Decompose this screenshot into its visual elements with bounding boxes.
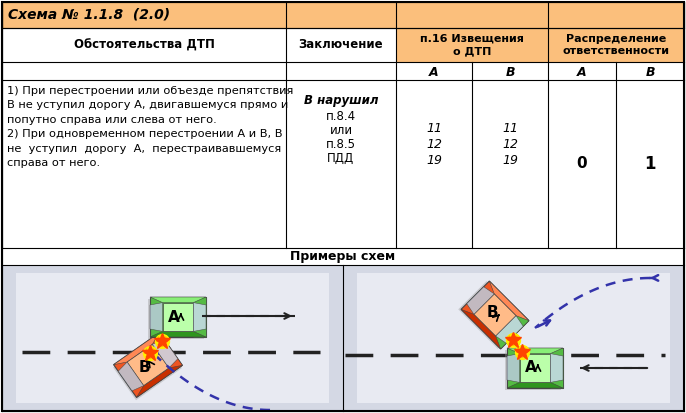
Polygon shape <box>550 348 563 388</box>
Text: В: В <box>506 66 514 78</box>
Text: 12: 12 <box>502 138 518 151</box>
Text: 11: 11 <box>502 122 518 135</box>
Polygon shape <box>150 303 163 331</box>
Polygon shape <box>150 331 206 337</box>
Polygon shape <box>492 312 529 349</box>
Polygon shape <box>127 344 169 386</box>
Text: п.16 Извещения
о ДТП: п.16 Извещения о ДТП <box>420 34 524 56</box>
Polygon shape <box>461 309 501 349</box>
Text: B: B <box>139 360 150 375</box>
Polygon shape <box>163 303 193 331</box>
Text: Схема № 1.1.8  (2.0): Схема № 1.1.8 (2.0) <box>8 8 170 22</box>
Text: 11: 11 <box>426 122 442 135</box>
Bar <box>2 265 343 411</box>
Text: Заключение: Заключение <box>298 38 383 52</box>
Polygon shape <box>507 348 563 388</box>
Text: А: А <box>577 66 587 78</box>
Text: В нарушил: В нарушил <box>304 94 378 107</box>
Text: 1: 1 <box>644 155 656 173</box>
Polygon shape <box>148 299 204 339</box>
Bar <box>396 28 548 62</box>
Polygon shape <box>496 316 523 343</box>
Polygon shape <box>114 332 159 365</box>
Polygon shape <box>461 281 529 349</box>
Polygon shape <box>474 294 516 336</box>
Polygon shape <box>193 303 206 331</box>
Bar <box>2 2 684 28</box>
Text: B: B <box>486 305 498 320</box>
Text: В: В <box>646 66 654 78</box>
Polygon shape <box>507 348 563 354</box>
Polygon shape <box>466 287 495 314</box>
Text: п.8.5: п.8.5 <box>326 138 356 151</box>
Bar <box>357 273 670 403</box>
Bar <box>2 28 684 62</box>
Bar <box>548 28 684 62</box>
Polygon shape <box>150 297 206 303</box>
Text: Распределение
ответственности: Распределение ответственности <box>563 34 670 56</box>
Text: или: или <box>329 124 353 137</box>
Polygon shape <box>113 335 182 400</box>
Polygon shape <box>507 354 519 382</box>
Text: A: A <box>168 309 180 325</box>
Text: п.8.4: п.8.4 <box>326 110 356 123</box>
Polygon shape <box>152 339 178 368</box>
Text: A: A <box>525 361 537 375</box>
Polygon shape <box>505 350 561 390</box>
Polygon shape <box>519 354 550 382</box>
Text: 19: 19 <box>502 154 518 167</box>
Text: А: А <box>429 66 439 78</box>
Polygon shape <box>118 362 143 391</box>
Text: 12: 12 <box>426 138 442 151</box>
Bar <box>343 265 684 411</box>
Text: Примеры схем: Примеры схем <box>290 250 396 263</box>
Text: ПДД: ПДД <box>327 152 355 165</box>
Text: 1) При перестроении или объезде препятствия
В не уступил дорогу А, двигавшемуся : 1) При перестроении или объезде препятст… <box>7 86 294 168</box>
Text: 19: 19 <box>426 154 442 167</box>
Polygon shape <box>193 297 206 337</box>
Polygon shape <box>137 366 182 397</box>
Polygon shape <box>458 281 526 349</box>
Polygon shape <box>550 354 563 382</box>
Bar <box>16 273 329 403</box>
Polygon shape <box>489 281 529 320</box>
Polygon shape <box>150 297 206 337</box>
Polygon shape <box>507 382 563 388</box>
Polygon shape <box>149 332 182 373</box>
Text: 0: 0 <box>577 157 587 171</box>
Text: Обстоятельства ДТП: Обстоятельства ДТП <box>73 38 215 52</box>
Polygon shape <box>114 332 182 397</box>
